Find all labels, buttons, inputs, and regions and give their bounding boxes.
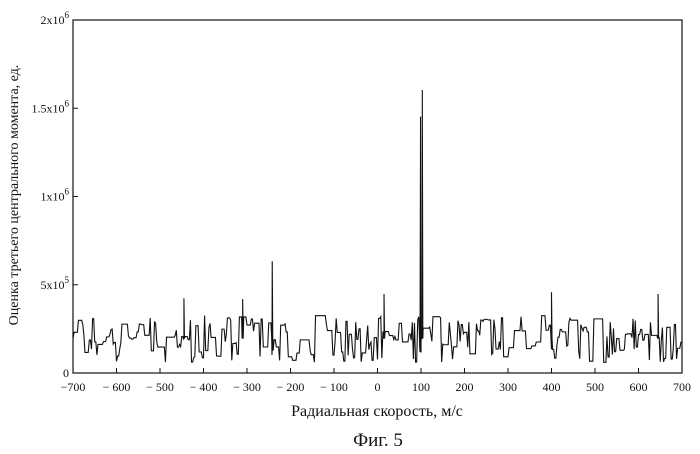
x-tick-label: − 400: [190, 380, 218, 394]
peak-point: [242, 299, 243, 300]
x-tick-label: − 200: [277, 380, 305, 394]
peak-point: [657, 294, 658, 295]
x-tick-label: 600: [630, 380, 648, 394]
peak-point: [551, 292, 552, 293]
x-tick-label: 100: [412, 380, 430, 394]
peak-point: [183, 298, 184, 299]
plot-frame: [73, 20, 682, 373]
x-tick-label: 400: [543, 380, 561, 394]
peak-point: [272, 261, 273, 262]
y-tick-label: 1x106: [41, 187, 70, 204]
peak-point: [420, 116, 421, 117]
x-axis-title: Радиальная скорость, м/с: [291, 403, 463, 420]
y-tick-label: 5x105: [41, 275, 70, 292]
x-tick-label: 0: [375, 380, 381, 394]
x-tick-label: −700: [61, 380, 86, 394]
y-tick-label: 1.5x106: [32, 98, 70, 115]
x-tick-label: − 500: [146, 380, 174, 394]
x-tick-label: 300: [499, 380, 517, 394]
peak-point: [383, 294, 384, 295]
x-tick-label: − 100: [320, 380, 348, 394]
x-tick-label: 200: [456, 380, 474, 394]
y-axis-ticks: 0 5x105 1x106 1.5x106 2x106: [32, 10, 79, 380]
x-axis-ticks: −700 − 600 − 500 − 400 − 300 − 200 − 100 0 100 20…: [61, 368, 691, 394]
x-tick-label: − 600: [103, 380, 131, 394]
x-tick-label: − 300: [233, 380, 261, 394]
signal-line: [73, 91, 682, 363]
peak-point: [422, 90, 423, 91]
x-tick-label: 500: [586, 380, 604, 394]
series-line: [73, 90, 682, 362]
y-axis-title: Оценка третьего центрального момента, ед…: [7, 65, 22, 326]
y-tick-label: 2x106: [41, 10, 70, 27]
figure-caption: Фиг. 5: [353, 430, 403, 451]
x-tick-label: 700: [673, 380, 691, 394]
y-tick-label: 0: [63, 366, 69, 380]
